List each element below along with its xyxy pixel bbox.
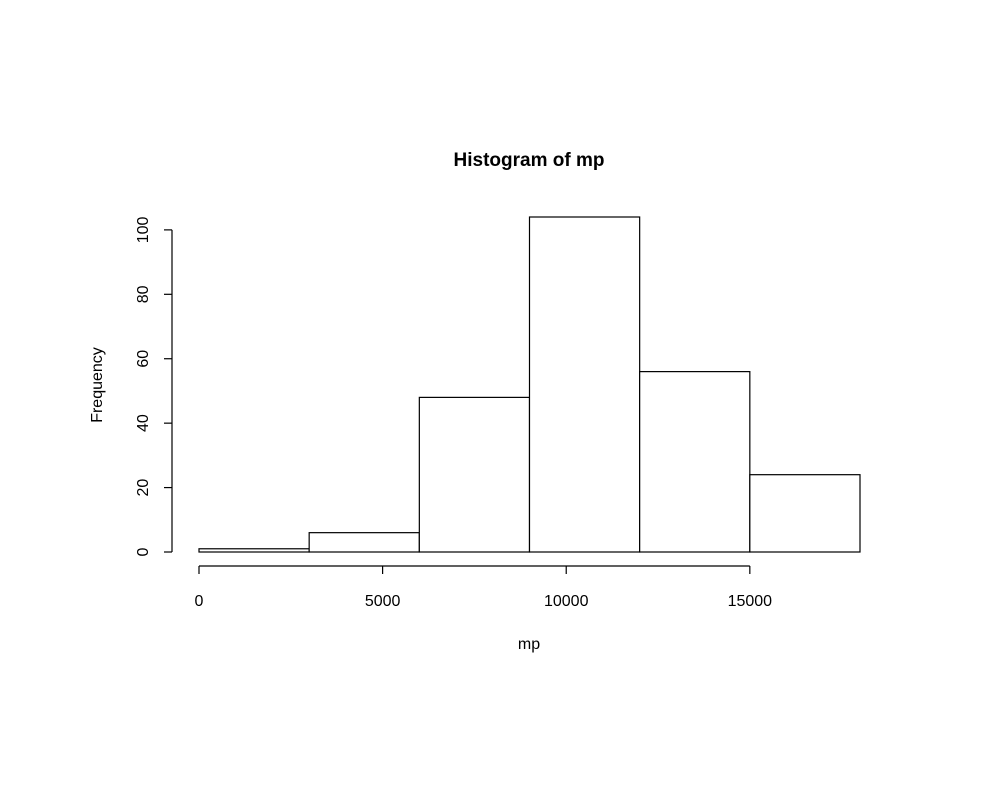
- y-axis: 0 20 40 60 80 100: [135, 216, 173, 556]
- x-tick-label-2: 10000: [544, 593, 589, 610]
- chart-title: Histogram of mp: [454, 150, 605, 171]
- y-axis-label: Frequency: [89, 347, 106, 423]
- histogram-bar-5: [749, 474, 861, 553]
- y-tick-label-1: 20: [135, 479, 152, 497]
- x-axis: 0 5000 10000 15000: [195, 565, 773, 610]
- y-tick-label-0: 0: [135, 547, 152, 556]
- x-tick-label-0: 0: [195, 593, 204, 610]
- y-tick-label-2: 40: [135, 414, 152, 432]
- x-axis-label: mp: [518, 636, 540, 653]
- y-tick-label-3: 60: [135, 350, 152, 368]
- histogram-bar-2: [418, 396, 531, 553]
- x-tick-label-1: 5000: [365, 593, 401, 610]
- histogram-bar-3: [528, 216, 641, 553]
- histogram-bar-4: [639, 371, 751, 553]
- histogram-bar-0: [198, 548, 310, 553]
- y-tick-label-4: 80: [135, 285, 152, 303]
- bars-group: [198, 216, 861, 553]
- y-tick-label-5: 100: [135, 216, 152, 243]
- x-tick-label-3: 15000: [728, 593, 773, 610]
- histogram-bar-1: [308, 532, 420, 553]
